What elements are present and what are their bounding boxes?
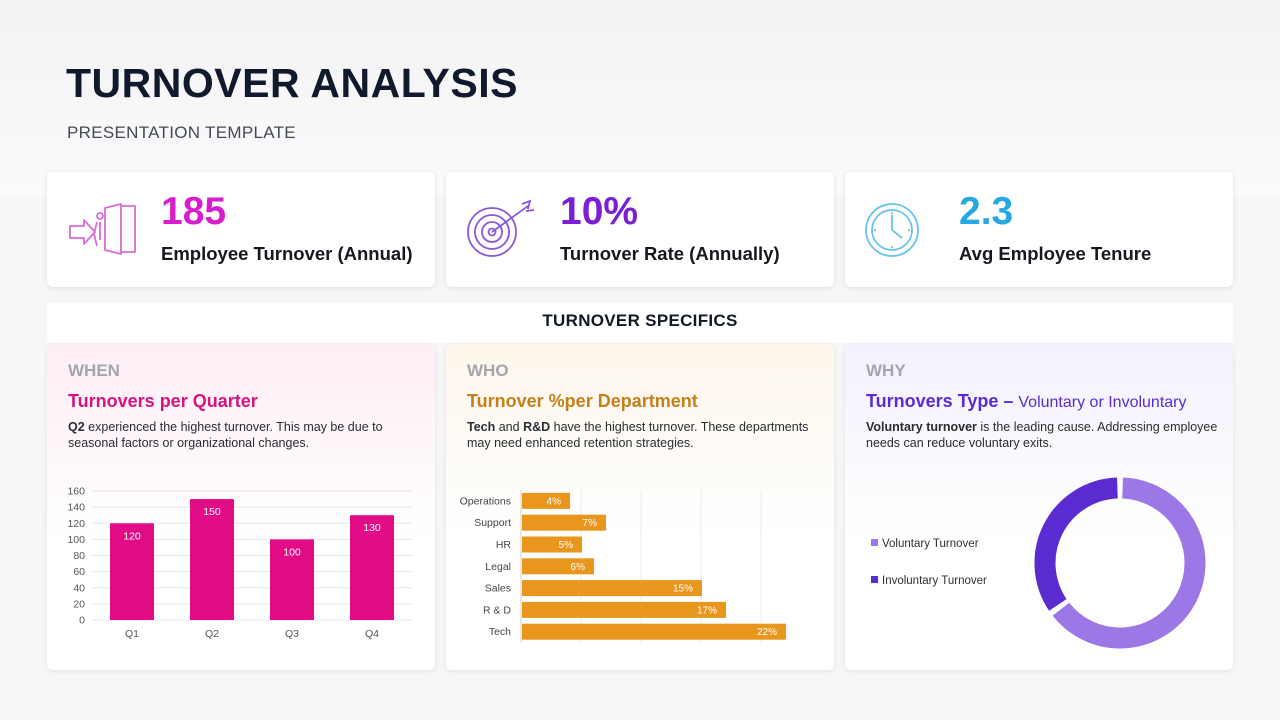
legend-item-voluntary: Voluntary Turnover xyxy=(871,538,979,550)
bar-value-label: 17% xyxy=(697,605,717,616)
bar xyxy=(522,623,786,640)
exit-door-icon xyxy=(67,198,136,258)
turnover-type-donut xyxy=(1034,477,1206,649)
y-tick-label: R & D xyxy=(483,604,511,616)
bar-value-label: 150 xyxy=(203,506,221,518)
panel-who: WHO Turnover %per Department Tech and R&… xyxy=(446,344,834,670)
bar xyxy=(522,514,606,531)
bar xyxy=(110,523,154,620)
legend-label: Voluntary Turnover xyxy=(882,538,979,550)
bar-value-label: 6% xyxy=(571,562,586,573)
bar xyxy=(522,492,570,509)
y-tick-label: 40 xyxy=(73,582,85,594)
legend-swatch xyxy=(871,539,878,546)
bar-value-label: 100 xyxy=(283,546,301,558)
donut-slice xyxy=(1034,477,1119,611)
x-tick-label: Q4 xyxy=(365,628,379,640)
y-tick-label: 80 xyxy=(73,550,85,562)
desc-text: have the highest turnover. These departm… xyxy=(467,420,809,450)
desc-text: and xyxy=(495,420,524,434)
desc-text: is the leading cause. Addressing employe… xyxy=(866,420,1218,450)
bar-value-label: 7% xyxy=(583,518,598,529)
x-tick-label: Q3 xyxy=(285,628,299,640)
legend-item-involuntary: Involuntary Turnover xyxy=(871,575,987,587)
y-tick-label: Tech xyxy=(489,626,511,638)
bar-value-label: 15% xyxy=(673,584,693,595)
y-tick-label: Sales xyxy=(485,583,511,595)
bar xyxy=(350,515,394,620)
heading-strong: Turnovers Type – xyxy=(866,391,1019,411)
bar-value-label: 4% xyxy=(547,496,562,507)
y-tick-label: 20 xyxy=(73,598,85,610)
y-tick-label: 160 xyxy=(67,486,85,498)
desc-highlight: Voluntary turnover xyxy=(866,420,977,434)
panel-heading: Turnover %per Department xyxy=(467,391,698,411)
kpi-card-tenure: 2.3 Avg Employee Tenure xyxy=(845,172,1233,287)
y-tick-label: Support xyxy=(474,517,511,529)
kpi-card-rate: 10% Turnover Rate (Annually) xyxy=(446,172,834,287)
bar xyxy=(522,558,594,575)
section-title: TURNOVER SPECIFICS xyxy=(542,311,738,330)
y-tick-label: 100 xyxy=(67,534,85,546)
y-tick-label: 60 xyxy=(73,566,85,578)
bar xyxy=(522,601,726,618)
kpi-value: 10% xyxy=(560,190,639,233)
quarter-bar-chart: 0 20 40 60 80 100 120 140 160 120 Q1 150 Q2 100 Q3 130 Q… xyxy=(67,486,412,640)
kpi-label: Turnover Rate (Annually) xyxy=(560,243,780,264)
bar xyxy=(522,580,702,597)
legend-swatch xyxy=(871,576,878,583)
desc-highlight: Q2 xyxy=(68,420,85,434)
panel-tag: WHO xyxy=(467,361,509,380)
panel-description: Tech and R&D have the highest turnover. … xyxy=(467,419,827,451)
bar-value-label: 5% xyxy=(559,540,574,551)
target-icon xyxy=(466,198,535,258)
header-background xyxy=(0,0,1280,195)
donut-slice xyxy=(1052,477,1206,649)
department-bar-chart: Operations 4% Support 7% HR 5% Legal 6% Sales 15%… xyxy=(460,490,786,643)
bar-value-label: 22% xyxy=(757,627,777,638)
page-title: TURNOVER ANALYSIS xyxy=(66,60,518,106)
kpi-card-turnover: 185 Employee Turnover (Annual) xyxy=(47,172,435,287)
kpi-value: 185 xyxy=(161,190,227,233)
page-subtitle: PRESENTATION TEMPLATE xyxy=(67,123,296,142)
panel-when: WHEN Turnovers per Quarter Q2 experience… xyxy=(47,344,435,670)
y-tick-label: 120 xyxy=(67,518,85,530)
bar xyxy=(190,499,234,620)
clock-icon xyxy=(865,198,925,258)
desc-highlight: R&D xyxy=(523,420,551,434)
bar-value-label: 130 xyxy=(363,522,381,534)
x-tick-label: Q2 xyxy=(205,628,219,640)
kpi-label: Employee Turnover (Annual) xyxy=(161,243,413,264)
panel-heading: Turnovers per Quarter xyxy=(68,391,258,411)
y-tick-label: 140 xyxy=(67,502,85,514)
section-band xyxy=(47,303,1233,343)
y-tick-label: HR xyxy=(496,539,512,551)
bar-value-label: 120 xyxy=(123,530,141,542)
panel-heading: Turnovers Type – Voluntary or Involuntar… xyxy=(866,391,1186,412)
panel-description: Voluntary turnover is the leading cause.… xyxy=(866,419,1226,451)
heading-light: Voluntary or Involuntary xyxy=(1018,394,1187,411)
panel-why: WHY Turnovers Type – Voluntary or Involu… xyxy=(845,344,1233,670)
y-tick-label: Operations xyxy=(460,495,511,507)
x-tick-label: Q1 xyxy=(125,628,139,640)
kpi-label: Avg Employee Tenure xyxy=(959,243,1152,264)
desc-highlight: Tech xyxy=(467,420,496,434)
legend-label: Involuntary Turnover xyxy=(882,575,987,587)
y-tick-label: 0 xyxy=(79,615,85,627)
y-tick-label: Legal xyxy=(485,561,511,573)
bar xyxy=(270,539,314,620)
panel-tag: WHY xyxy=(866,361,906,380)
bar xyxy=(522,536,582,553)
panel-description: Q2 experienced the highest turnover. Thi… xyxy=(68,419,428,451)
kpi-value: 2.3 xyxy=(959,190,1014,233)
desc-text: experienced the highest turnover. This m… xyxy=(68,420,383,450)
panel-tag: WHEN xyxy=(68,361,120,380)
